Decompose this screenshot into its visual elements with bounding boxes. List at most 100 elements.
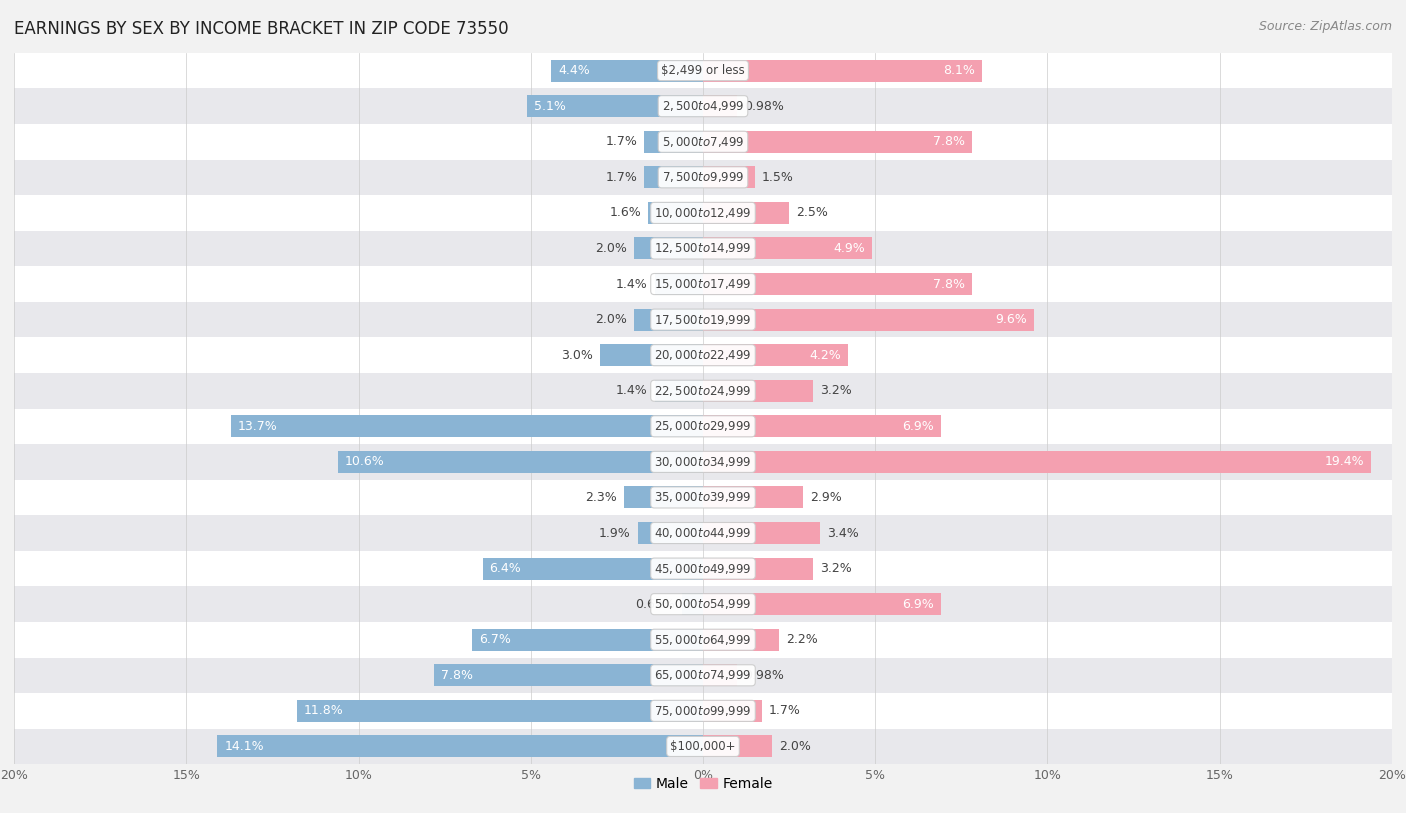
Text: 11.8%: 11.8% <box>304 704 343 717</box>
Bar <box>14 53 1392 89</box>
Text: $40,000 to $44,999: $40,000 to $44,999 <box>654 526 752 540</box>
Bar <box>703 237 872 259</box>
Text: 7.8%: 7.8% <box>932 135 965 148</box>
Bar <box>703 736 772 758</box>
Bar <box>703 628 779 650</box>
Text: $12,500 to $14,999: $12,500 to $14,999 <box>654 241 752 255</box>
Bar <box>655 380 703 402</box>
Text: 6.9%: 6.9% <box>903 420 934 433</box>
Text: 2.0%: 2.0% <box>779 740 811 753</box>
Bar <box>472 628 703 650</box>
Bar <box>703 202 789 224</box>
Text: 19.4%: 19.4% <box>1324 455 1364 468</box>
Bar <box>14 302 1392 337</box>
Bar <box>644 131 703 153</box>
Bar <box>337 451 703 473</box>
Text: 10.6%: 10.6% <box>344 455 384 468</box>
Text: $20,000 to $22,499: $20,000 to $22,499 <box>654 348 752 362</box>
Text: $5,000 to $7,499: $5,000 to $7,499 <box>662 135 744 149</box>
Bar <box>703 415 941 437</box>
Bar <box>703 344 848 366</box>
Text: 7.8%: 7.8% <box>932 277 965 290</box>
Text: 7.8%: 7.8% <box>441 669 474 682</box>
Bar <box>14 693 1392 728</box>
Text: 1.6%: 1.6% <box>609 207 641 220</box>
Text: 3.2%: 3.2% <box>820 562 852 575</box>
Bar <box>14 480 1392 515</box>
Bar <box>703 167 755 189</box>
Text: 3.0%: 3.0% <box>561 349 593 362</box>
Text: 2.0%: 2.0% <box>595 242 627 255</box>
Text: 6.7%: 6.7% <box>479 633 510 646</box>
Bar <box>703 522 820 544</box>
Bar <box>14 159 1392 195</box>
Bar <box>231 415 703 437</box>
Text: $30,000 to $34,999: $30,000 to $34,999 <box>654 455 752 469</box>
Text: $15,000 to $17,499: $15,000 to $17,499 <box>654 277 752 291</box>
Bar <box>14 728 1392 764</box>
Bar <box>14 373 1392 408</box>
Bar <box>14 266 1392 302</box>
Text: 1.5%: 1.5% <box>762 171 793 184</box>
Bar <box>634 309 703 331</box>
Text: 14.1%: 14.1% <box>224 740 264 753</box>
Bar <box>482 558 703 580</box>
Text: 4.4%: 4.4% <box>558 64 591 77</box>
Bar <box>14 89 1392 124</box>
Text: 13.7%: 13.7% <box>238 420 278 433</box>
Bar <box>14 658 1392 693</box>
Bar <box>703 451 1371 473</box>
Bar <box>14 124 1392 159</box>
Text: $10,000 to $12,499: $10,000 to $12,499 <box>654 206 752 220</box>
Text: $17,500 to $19,999: $17,500 to $19,999 <box>654 313 752 327</box>
Text: 1.7%: 1.7% <box>606 171 637 184</box>
Text: 0.98%: 0.98% <box>744 100 783 113</box>
Text: 4.9%: 4.9% <box>834 242 865 255</box>
Bar <box>703 59 981 81</box>
Bar <box>703 273 972 295</box>
Bar <box>14 622 1392 658</box>
Bar <box>14 408 1392 444</box>
Text: 4.2%: 4.2% <box>808 349 841 362</box>
Text: 1.4%: 1.4% <box>616 385 648 398</box>
Text: $45,000 to $49,999: $45,000 to $49,999 <box>654 562 752 576</box>
Text: $22,500 to $24,999: $22,500 to $24,999 <box>654 384 752 398</box>
Bar <box>644 167 703 189</box>
Bar <box>655 273 703 295</box>
Text: $35,000 to $39,999: $35,000 to $39,999 <box>654 490 752 504</box>
Text: 2.9%: 2.9% <box>810 491 842 504</box>
Text: $2,499 or less: $2,499 or less <box>661 64 745 77</box>
Text: $7,500 to $9,999: $7,500 to $9,999 <box>662 171 744 185</box>
Text: $55,000 to $64,999: $55,000 to $64,999 <box>654 633 752 646</box>
Text: 5.1%: 5.1% <box>534 100 567 113</box>
Bar <box>703 309 1033 331</box>
Text: 9.6%: 9.6% <box>995 313 1026 326</box>
Text: EARNINGS BY SEX BY INCOME BRACKET IN ZIP CODE 73550: EARNINGS BY SEX BY INCOME BRACKET IN ZIP… <box>14 20 509 38</box>
Text: 6.4%: 6.4% <box>489 562 522 575</box>
Text: 2.3%: 2.3% <box>585 491 617 504</box>
Bar <box>648 202 703 224</box>
Bar <box>14 337 1392 373</box>
Text: $65,000 to $74,999: $65,000 to $74,999 <box>654 668 752 682</box>
Text: $100,000+: $100,000+ <box>671 740 735 753</box>
Text: 1.9%: 1.9% <box>599 527 631 540</box>
Text: $2,500 to $4,999: $2,500 to $4,999 <box>662 99 744 113</box>
Text: 1.7%: 1.7% <box>606 135 637 148</box>
Bar <box>703 664 737 686</box>
Bar <box>14 551 1392 586</box>
Text: $25,000 to $29,999: $25,000 to $29,999 <box>654 420 752 433</box>
Bar <box>703 380 813 402</box>
Bar <box>703 700 762 722</box>
Text: 2.2%: 2.2% <box>786 633 817 646</box>
Bar <box>14 231 1392 266</box>
Bar <box>637 522 703 544</box>
Bar <box>14 444 1392 480</box>
Bar <box>624 486 703 508</box>
Legend: Male, Female: Male, Female <box>628 772 778 797</box>
Text: 6.9%: 6.9% <box>903 598 934 611</box>
Text: 3.4%: 3.4% <box>827 527 859 540</box>
Bar <box>599 344 703 366</box>
Text: Source: ZipAtlas.com: Source: ZipAtlas.com <box>1258 20 1392 33</box>
Bar <box>551 59 703 81</box>
Bar <box>527 95 703 117</box>
